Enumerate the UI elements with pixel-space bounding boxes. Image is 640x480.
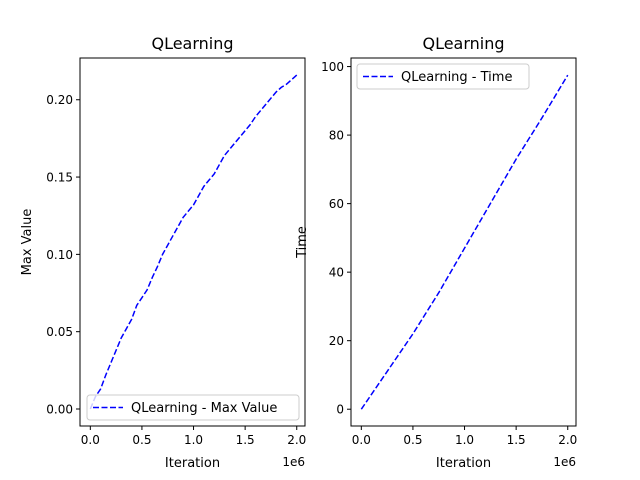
y-tick-label: 100 xyxy=(321,60,344,74)
series-lines xyxy=(89,74,298,410)
y-tick-label: 60 xyxy=(329,197,344,211)
y-axis-label: Max Value xyxy=(20,209,35,276)
x-tick-label: 1.0 xyxy=(455,433,474,447)
y-tick-label: 0 xyxy=(336,403,344,417)
x-tick-label: 0.5 xyxy=(132,433,151,447)
chart-title: QLearning xyxy=(422,34,504,53)
legend-box xyxy=(86,394,300,421)
x-tick-label: 1.0 xyxy=(184,433,203,447)
max-value-chart: QLearning Iteration Max Value 1e6 0.0 0.5… xyxy=(20,34,306,471)
x-tick-label: 2.0 xyxy=(287,433,306,447)
series-lines xyxy=(360,74,569,410)
legend-entry: QLearning - Max Value xyxy=(131,401,277,416)
y-tick-label: 80 xyxy=(329,129,344,143)
plot-frame xyxy=(79,57,306,427)
y-tick-label: 0.20 xyxy=(46,93,73,107)
y-tick-label: 0.00 xyxy=(46,402,73,416)
x-tick-label: 2.0 xyxy=(558,433,577,447)
x-tick-label: 1.5 xyxy=(236,433,255,447)
y-tick-label: 0.15 xyxy=(46,171,73,185)
plot-frame xyxy=(350,57,577,427)
series-line xyxy=(360,74,569,410)
legend: QLearning - Time xyxy=(356,63,530,90)
x-axis-offset-label: 1e6 xyxy=(553,455,576,469)
axis-ticks: 0.0 0.5 1.0 1.5 2.0 0 20 40 60 80 100 xyxy=(321,60,577,447)
legend-entry: QLearning - Time xyxy=(401,70,512,85)
x-axis-label: Iteration xyxy=(165,456,220,471)
axis-ticks: 0.0 0.5 1.0 1.5 2.0 0.00 0.05 0.10 0.15 0.20 xyxy=(46,93,306,447)
chart-title: QLearning xyxy=(151,34,233,53)
legend-box xyxy=(356,63,530,90)
series-line xyxy=(89,74,298,410)
x-axis-offset-label: 1e6 xyxy=(282,455,305,469)
x-tick-label: 1.5 xyxy=(507,433,526,447)
y-tick-label: 0.10 xyxy=(46,248,73,262)
y-tick-label: 0.05 xyxy=(46,325,73,339)
legend: QLearning - Max Value xyxy=(86,394,300,421)
x-tick-label: 0.5 xyxy=(403,433,422,447)
y-tick-label: 20 xyxy=(329,334,344,348)
x-tick-label: 0.0 xyxy=(352,433,371,447)
y-axis-label: Time xyxy=(295,226,310,259)
y-tick-label: 40 xyxy=(329,266,344,280)
time-chart: QLearning Iteration Time 1e6 0.0 0.5 1.0 1.… xyxy=(295,34,577,471)
x-tick-label: 0.0 xyxy=(81,433,100,447)
x-axis-label: Iteration xyxy=(436,456,491,471)
